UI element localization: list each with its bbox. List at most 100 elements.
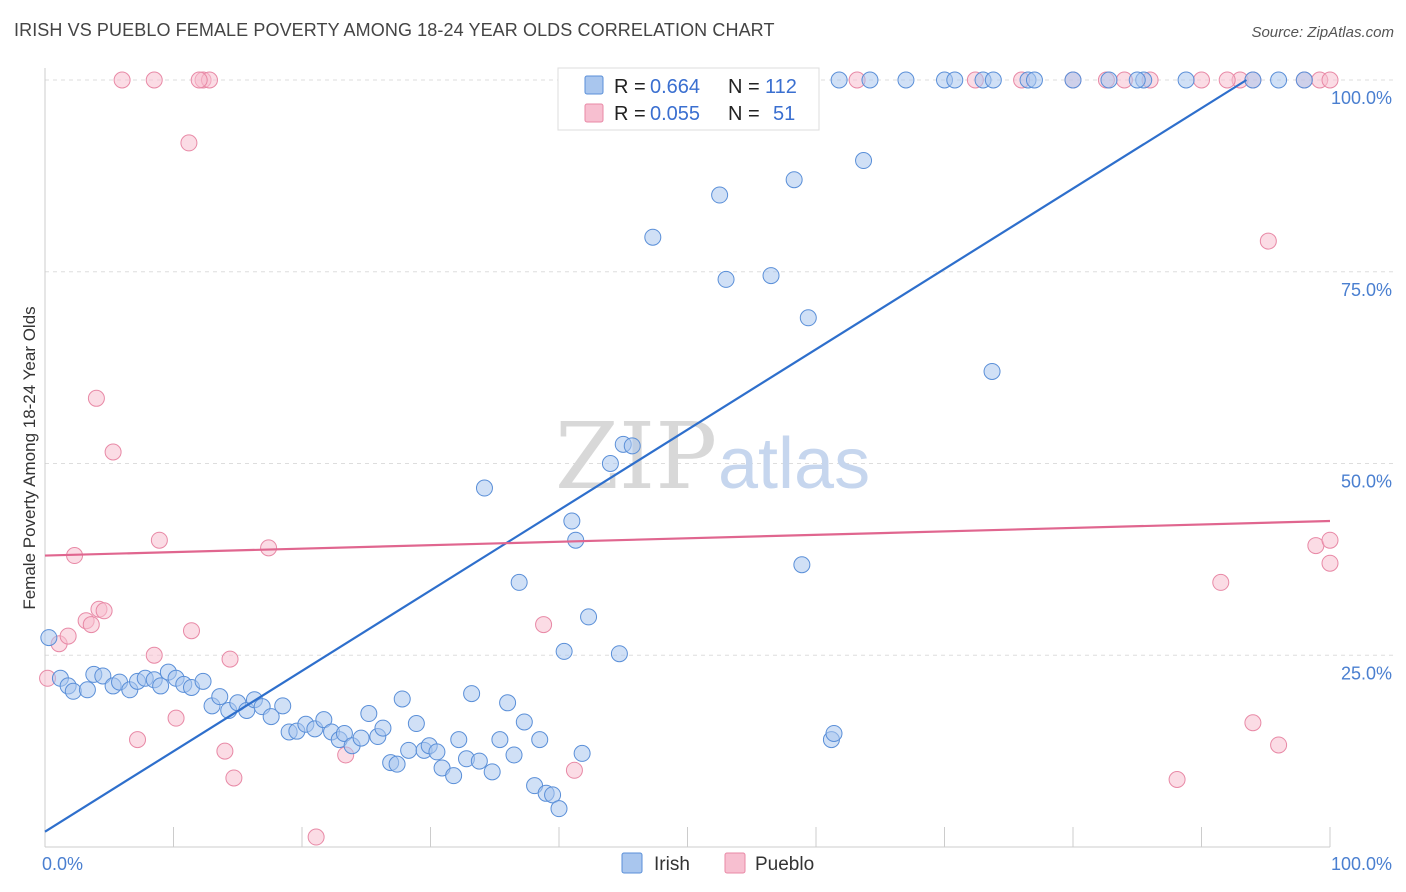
irish-point xyxy=(194,672,212,690)
x-tick-label: 100.0% xyxy=(1331,854,1392,874)
legend-irish-swatch xyxy=(584,75,604,95)
irish-point xyxy=(601,455,619,472)
pueblo-point xyxy=(180,134,198,152)
irish-point xyxy=(374,719,392,737)
pueblo-point xyxy=(1270,736,1288,754)
irish-point xyxy=(475,479,493,497)
legend-pueblo-r-label: R = xyxy=(614,103,646,125)
irish-point xyxy=(445,767,463,785)
irish-point xyxy=(491,731,509,749)
pueblo-point xyxy=(1193,71,1210,89)
irish-point xyxy=(450,731,468,749)
irish-point xyxy=(1100,71,1118,89)
y-tick-label: 50.0% xyxy=(1341,472,1392,492)
axes xyxy=(44,68,1331,848)
irish-point xyxy=(64,682,82,700)
irish-point xyxy=(1064,71,1082,89)
irish-trend-line xyxy=(44,79,1248,833)
pueblo-point xyxy=(1212,573,1230,591)
pueblo-point xyxy=(145,646,163,664)
pueblo-point xyxy=(145,71,163,89)
irish-point xyxy=(483,763,501,781)
pueblo-point xyxy=(82,616,100,634)
irish-point xyxy=(315,711,333,729)
pueblo-point xyxy=(87,389,105,407)
x-tick-label: 0.0% xyxy=(42,854,83,874)
irish-point xyxy=(711,186,729,204)
chart-title: IRISH VS PUEBLO FEMALE POVERTY AMONG 18-… xyxy=(14,20,775,40)
pueblo-point xyxy=(95,602,113,620)
legend-pueblo-n-value: 51 xyxy=(773,103,795,125)
irish-point xyxy=(152,677,170,695)
irish-point xyxy=(470,752,488,770)
irish-point xyxy=(400,741,418,759)
pueblo-trend-line xyxy=(44,519,1331,557)
pueblo-point xyxy=(260,539,278,557)
bottom-legend-irish-label: Irish xyxy=(654,854,690,875)
irish-point xyxy=(463,685,481,703)
pueblo-point xyxy=(1259,232,1277,250)
irish-point xyxy=(393,690,411,708)
pueblo-point xyxy=(221,650,239,668)
irish-point xyxy=(573,744,591,762)
irish-point xyxy=(946,71,964,89)
pueblo-point xyxy=(216,742,234,760)
irish-point xyxy=(983,362,1001,380)
irish-point xyxy=(335,724,353,742)
irish-point xyxy=(1295,71,1313,89)
pueblo-point xyxy=(190,71,208,89)
irish-point xyxy=(262,708,280,726)
irish-point xyxy=(428,743,446,761)
pueblo-point xyxy=(104,443,122,461)
irish-point xyxy=(897,71,915,89)
irish-point xyxy=(1177,71,1195,89)
y-axis-label: Female Poverty Among 18-24 Year Olds xyxy=(20,306,39,609)
irish-point xyxy=(1128,71,1146,89)
legend-pueblo-n-label: N = xyxy=(728,103,760,125)
irish-point xyxy=(352,729,370,747)
bottom-legend-pueblo-label: Pueblo xyxy=(755,854,814,875)
legend-pueblo-r-value: 0.055 xyxy=(650,103,700,125)
watermark-atlas: atlas xyxy=(718,424,870,504)
pueblo-point xyxy=(1244,714,1262,732)
pueblo-point xyxy=(150,531,168,549)
legend-irish-r-value: 0.664 xyxy=(650,76,700,98)
pueblo-point xyxy=(565,761,583,779)
irish-point xyxy=(799,309,817,327)
pueblo-point xyxy=(182,622,200,640)
gridlines xyxy=(45,79,1395,656)
pueblo-series xyxy=(39,71,1339,846)
irish-point xyxy=(610,645,628,663)
legend-irish-n-value: 112 xyxy=(765,76,797,98)
pueblo-point xyxy=(1307,537,1325,555)
bottom-legend-irish-swatch xyxy=(621,852,643,874)
irish-point xyxy=(388,755,406,773)
irish-point xyxy=(94,667,112,685)
irish-point xyxy=(499,694,517,712)
irish-point xyxy=(1244,71,1262,89)
irish-point xyxy=(1025,71,1043,89)
irish-point xyxy=(984,71,1002,89)
pueblo-point xyxy=(1168,771,1186,789)
irish-point xyxy=(785,171,803,189)
pueblo-point xyxy=(1321,531,1339,549)
pueblo-point xyxy=(1321,554,1339,572)
top-legend: R = 0.664 N = 112 R = 0.055 N = 51 xyxy=(557,67,820,131)
irish-point xyxy=(510,573,528,591)
pueblo-point xyxy=(1321,71,1339,89)
y-tick-label: 75.0% xyxy=(1341,280,1392,300)
irish-point xyxy=(580,608,598,626)
irish-point xyxy=(360,705,378,723)
tick-labels: 25.0% 50.0% 75.0% 100.0% 0.0% 100.0% xyxy=(42,88,1392,874)
source-label: Source: ZipAtlas.com xyxy=(1251,24,1394,41)
pueblo-point xyxy=(113,71,131,89)
pueblo-point xyxy=(129,731,147,749)
irish-point xyxy=(717,270,735,288)
irish-point xyxy=(793,556,811,574)
legend-irish-r-label: R = xyxy=(614,76,646,98)
legend-irish-n-label: N = xyxy=(728,76,760,98)
pueblo-point xyxy=(167,709,185,727)
y-tick-label: 25.0% xyxy=(1341,663,1392,683)
irish-point xyxy=(830,71,848,89)
